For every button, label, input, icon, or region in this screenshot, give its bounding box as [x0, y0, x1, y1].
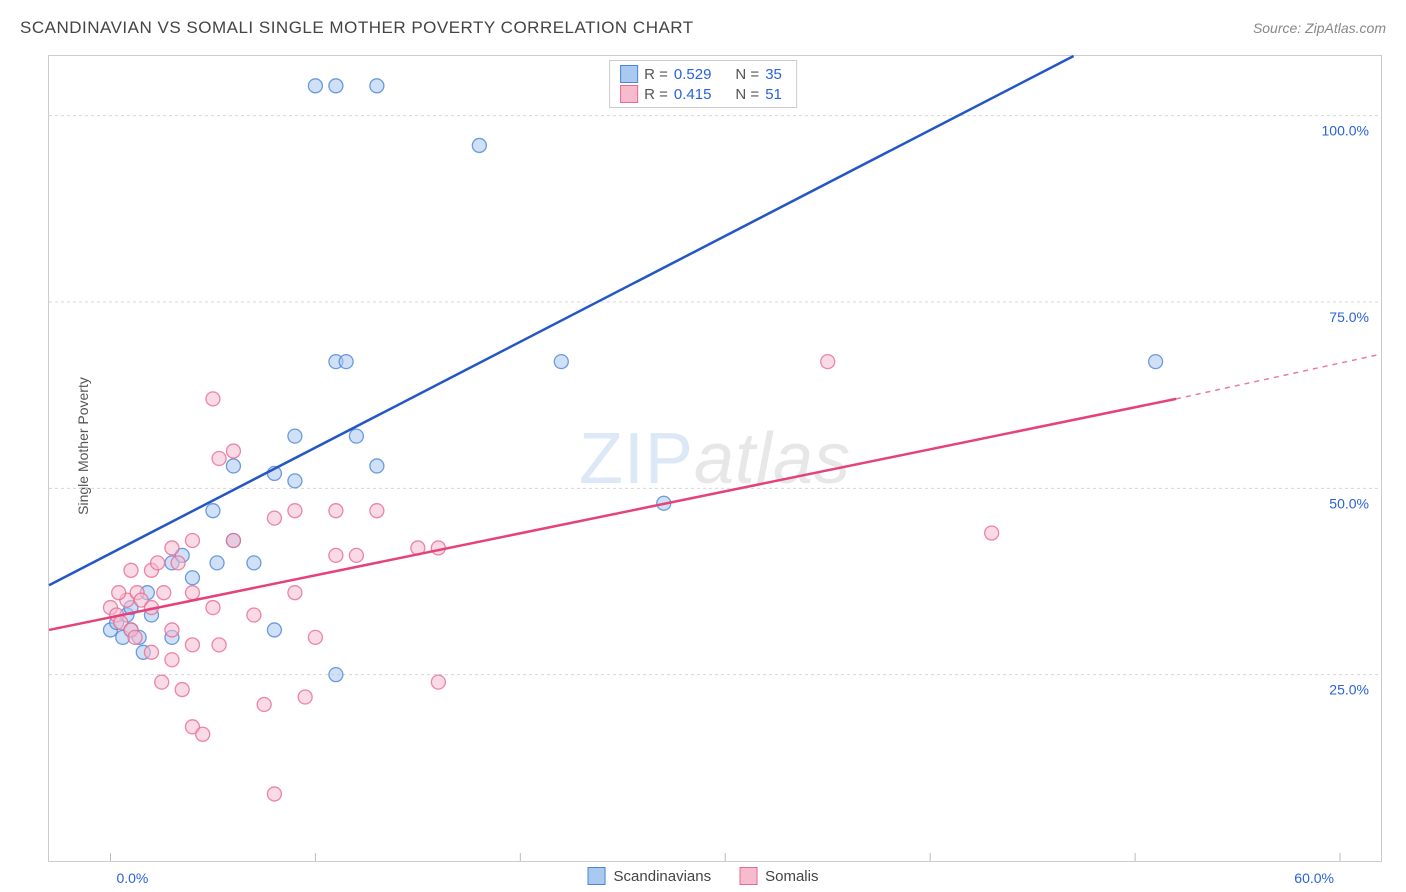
data-point-scandinavians	[349, 429, 363, 443]
series-legend: Scandinavians Somalis	[588, 867, 819, 885]
data-point-scandinavians	[370, 79, 384, 93]
data-point-somalis	[185, 638, 199, 652]
data-point-scandinavians	[226, 459, 240, 473]
data-point-somalis	[226, 533, 240, 547]
r-label: R =	[644, 86, 668, 103]
data-point-somalis	[171, 556, 185, 570]
data-point-somalis	[157, 586, 171, 600]
data-point-somalis	[308, 630, 322, 644]
data-point-somalis	[267, 511, 281, 525]
data-point-scandinavians	[308, 79, 322, 93]
n-value: 35	[765, 66, 782, 83]
data-point-somalis	[165, 653, 179, 667]
data-point-somalis	[298, 690, 312, 704]
stats-legend-row-somalis: R = 0.415 N = 51	[620, 85, 782, 103]
data-point-scandinavians	[339, 355, 353, 369]
data-point-scandinavians	[288, 474, 302, 488]
data-point-scandinavians	[554, 355, 568, 369]
data-point-somalis	[267, 787, 281, 801]
x-tick-label: 0.0%	[116, 870, 148, 886]
r-value: 0.529	[674, 66, 712, 83]
stats-legend: R = 0.529 N = 35 R = 0.415 N = 51	[609, 60, 797, 108]
data-point-somalis	[196, 727, 210, 741]
data-point-somalis	[155, 675, 169, 689]
stats-legend-row-scandinavians: R = 0.529 N = 35	[620, 65, 782, 83]
series-legend-item-somalis: Somalis	[739, 867, 818, 885]
x-tick-label: 60.0%	[1294, 870, 1334, 886]
data-point-somalis	[329, 504, 343, 518]
data-point-scandinavians	[370, 459, 384, 473]
data-point-scandinavians	[247, 556, 261, 570]
data-point-somalis	[124, 563, 138, 577]
swatch-icon	[739, 867, 757, 885]
data-point-somalis	[206, 601, 220, 615]
data-point-scandinavians	[329, 79, 343, 93]
data-point-scandinavians	[472, 138, 486, 152]
data-point-scandinavians	[288, 429, 302, 443]
trend-line-dash-somalis	[1176, 354, 1381, 399]
data-point-somalis	[985, 526, 999, 540]
data-point-somalis	[821, 355, 835, 369]
trend-line-scandinavians	[49, 56, 1074, 585]
series-label: Scandinavians	[614, 868, 712, 885]
data-point-somalis	[370, 504, 384, 518]
y-tick-label: 25.0%	[1329, 682, 1369, 698]
swatch-icon	[620, 65, 638, 83]
y-tick-label: 100.0%	[1322, 123, 1369, 139]
data-point-somalis	[206, 392, 220, 406]
plot-area: ZIPatlas 25.0%50.0%75.0%100.0%0.0%60.0%	[48, 55, 1382, 862]
data-point-somalis	[212, 638, 226, 652]
source-attribution: Source: ZipAtlas.com	[1253, 20, 1386, 36]
data-point-somalis	[185, 533, 199, 547]
data-point-somalis	[144, 645, 158, 659]
data-point-somalis	[185, 586, 199, 600]
data-point-scandinavians	[267, 623, 281, 637]
data-point-somalis	[212, 452, 226, 466]
data-point-somalis	[226, 444, 240, 458]
data-point-somalis	[431, 675, 445, 689]
data-point-scandinavians	[206, 504, 220, 518]
data-point-somalis	[329, 548, 343, 562]
series-label: Somalis	[765, 868, 818, 885]
scatter-plot-svg: 25.0%50.0%75.0%100.0%0.0%60.0%	[49, 56, 1381, 861]
swatch-icon	[588, 867, 606, 885]
data-point-scandinavians	[329, 668, 343, 682]
y-tick-label: 50.0%	[1329, 495, 1369, 511]
n-label: N =	[735, 66, 759, 83]
data-point-somalis	[165, 623, 179, 637]
n-value: 51	[765, 86, 782, 103]
data-point-somalis	[288, 586, 302, 600]
data-point-scandinavians	[1149, 355, 1163, 369]
data-point-scandinavians	[185, 571, 199, 585]
y-tick-label: 75.0%	[1329, 309, 1369, 325]
data-point-scandinavians	[210, 556, 224, 570]
n-label: N =	[735, 86, 759, 103]
data-point-somalis	[175, 683, 189, 697]
data-point-somalis	[349, 548, 363, 562]
data-point-somalis	[288, 504, 302, 518]
r-label: R =	[644, 66, 668, 83]
data-point-somalis	[165, 541, 179, 555]
data-point-somalis	[247, 608, 261, 622]
data-point-somalis	[128, 630, 142, 644]
data-point-somalis	[151, 556, 165, 570]
data-point-somalis	[257, 697, 271, 711]
title-bar: SCANDINAVIAN VS SOMALI SINGLE MOTHER POV…	[20, 18, 1386, 38]
r-value: 0.415	[674, 86, 712, 103]
chart-title: SCANDINAVIAN VS SOMALI SINGLE MOTHER POV…	[20, 18, 694, 38]
data-point-somalis	[112, 586, 126, 600]
series-legend-item-scandinavians: Scandinavians	[588, 867, 712, 885]
swatch-icon	[620, 85, 638, 103]
